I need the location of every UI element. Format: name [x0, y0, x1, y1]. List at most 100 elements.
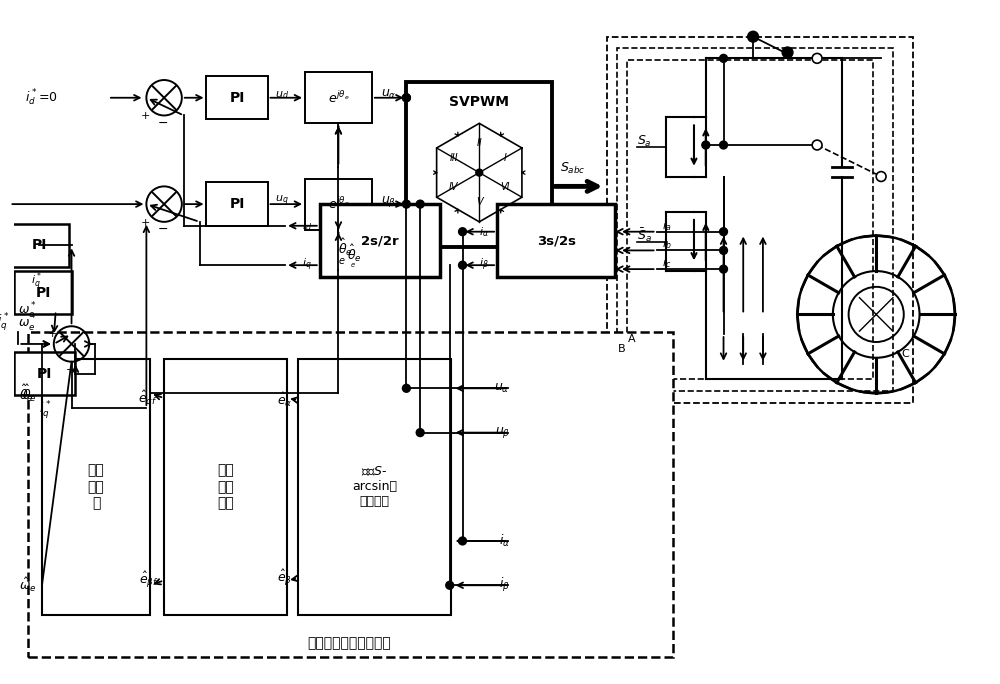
Circle shape [402, 384, 410, 392]
Text: 3s/2s: 3s/2s [537, 234, 576, 247]
Circle shape [812, 53, 822, 64]
Text: IV: IV [449, 183, 458, 192]
Text: A: A [628, 334, 636, 344]
FancyBboxPatch shape [206, 76, 268, 120]
Text: PI: PI [229, 91, 245, 105]
Circle shape [876, 172, 886, 181]
Text: $e$: $e$ [338, 256, 346, 266]
FancyBboxPatch shape [298, 358, 451, 615]
FancyBboxPatch shape [9, 224, 69, 267]
Circle shape [748, 31, 758, 42]
Text: $i_q^*$: $i_q^*$ [39, 399, 51, 421]
Text: $e^{j\theta_e}$: $e^{j\theta_e}$ [328, 90, 349, 106]
Text: $i_a$: $i_a$ [662, 219, 672, 233]
Text: VI: VI [500, 183, 510, 192]
Text: $S_{abc}$: $S_{abc}$ [560, 161, 586, 176]
Circle shape [402, 94, 410, 102]
Text: $\hat{e}_{\alpha f}$: $\hat{e}_{\alpha f}$ [138, 389, 158, 407]
Text: $u_\beta$: $u_\beta$ [381, 194, 396, 209]
FancyBboxPatch shape [14, 352, 75, 395]
Circle shape [784, 49, 791, 56]
Circle shape [446, 581, 454, 589]
FancyBboxPatch shape [406, 82, 552, 248]
Text: 正交
锁相
环: 正交 锁相 环 [88, 464, 105, 510]
Circle shape [702, 141, 710, 149]
Circle shape [459, 228, 466, 235]
Text: +: + [48, 329, 57, 339]
Text: $i_q^*$: $i_q^*$ [0, 311, 9, 333]
Text: $e^{j\theta_e}$: $e^{j\theta_e}$ [328, 196, 349, 212]
Text: −: − [66, 365, 75, 375]
FancyBboxPatch shape [14, 271, 72, 315]
Text: $u_q$: $u_q$ [275, 194, 289, 209]
Text: +: + [141, 218, 150, 228]
Text: $\hat{e}_\alpha$: $\hat{e}_\alpha$ [277, 391, 292, 409]
Text: 同步
旋转
滤波: 同步 旋转 滤波 [217, 464, 234, 510]
Text: $u_d$: $u_d$ [275, 89, 289, 101]
Text: $i_\alpha$: $i_\alpha$ [499, 533, 510, 549]
Text: B: B [618, 344, 626, 354]
Text: $i_\beta$: $i_\beta$ [499, 577, 510, 594]
Text: PI: PI [229, 197, 245, 211]
Text: $i_c$: $i_c$ [662, 256, 672, 270]
Circle shape [416, 200, 424, 208]
Text: $S_a$: $S_a$ [637, 133, 652, 148]
Text: $i_\alpha$: $i_\alpha$ [479, 225, 489, 239]
Text: 基于$S$-
arcsin滑
模观测器: 基于$S$- arcsin滑 模观测器 [352, 465, 397, 508]
Text: V: V [476, 197, 483, 207]
Text: II: II [476, 138, 482, 148]
Text: $\hat{e}_{\beta f}$: $\hat{e}_{\beta f}$ [139, 570, 158, 590]
Text: −: − [158, 117, 168, 130]
Circle shape [720, 265, 727, 273]
Circle shape [720, 246, 727, 254]
Text: $\hat{e}_\beta$: $\hat{e}_\beta$ [277, 568, 292, 588]
Text: $u_\beta$: $u_\beta$ [495, 425, 510, 440]
FancyBboxPatch shape [206, 183, 268, 226]
Circle shape [402, 94, 410, 102]
Text: PI: PI [37, 367, 53, 380]
Text: $_e$: $_e$ [350, 260, 356, 270]
Circle shape [459, 261, 466, 269]
FancyBboxPatch shape [164, 358, 287, 615]
FancyBboxPatch shape [497, 204, 615, 277]
Text: $i_\beta$: $i_\beta$ [479, 257, 489, 274]
Text: $i_d$: $i_d$ [302, 219, 312, 233]
Text: C: C [901, 349, 909, 359]
Text: $u_\alpha$: $u_\alpha$ [381, 88, 396, 101]
FancyBboxPatch shape [320, 204, 440, 277]
Text: $\hat{\theta}_e$: $\hat{\theta}_e$ [347, 243, 362, 264]
FancyBboxPatch shape [607, 37, 913, 403]
Text: SVPWM: SVPWM [449, 94, 509, 109]
Circle shape [749, 33, 757, 40]
Text: −: − [158, 223, 168, 236]
Text: $u_\alpha$: $u_\alpha$ [494, 382, 510, 395]
Circle shape [459, 537, 466, 545]
Text: III: III [449, 153, 458, 163]
Circle shape [720, 141, 727, 149]
Circle shape [720, 55, 727, 62]
Text: $i_q^*$: $i_q^*$ [31, 271, 42, 293]
Text: PI: PI [35, 286, 51, 300]
Circle shape [416, 429, 424, 436]
Text: $\bar{S}_a$: $\bar{S}_a$ [637, 227, 652, 244]
FancyBboxPatch shape [627, 60, 873, 380]
FancyBboxPatch shape [617, 49, 893, 391]
Text: $i_d^*\!=\!0$: $i_d^*\!=\!0$ [25, 88, 58, 108]
Text: $i_b$: $i_b$ [662, 237, 672, 252]
FancyBboxPatch shape [305, 72, 372, 123]
Text: +: + [141, 111, 150, 122]
Circle shape [812, 140, 822, 150]
Text: $i_q$: $i_q$ [302, 257, 312, 274]
Text: $\omega_e^*$: $\omega_e^*$ [18, 300, 37, 321]
Circle shape [720, 228, 727, 235]
Circle shape [402, 200, 410, 208]
Circle shape [476, 169, 483, 176]
Text: $\hat{\omega}_e$: $\hat{\omega}_e$ [19, 576, 37, 594]
Text: PI: PI [31, 239, 47, 252]
Text: $\omega_e^*$: $\omega_e^*$ [18, 314, 37, 334]
FancyBboxPatch shape [28, 332, 673, 657]
Text: $\hat{\theta}_e$: $\hat{\theta}_e$ [338, 237, 353, 258]
Text: 无位置传感器控制系统: 无位置传感器控制系统 [307, 636, 391, 650]
Text: 2s/2r: 2s/2r [361, 234, 399, 247]
Circle shape [782, 47, 793, 58]
